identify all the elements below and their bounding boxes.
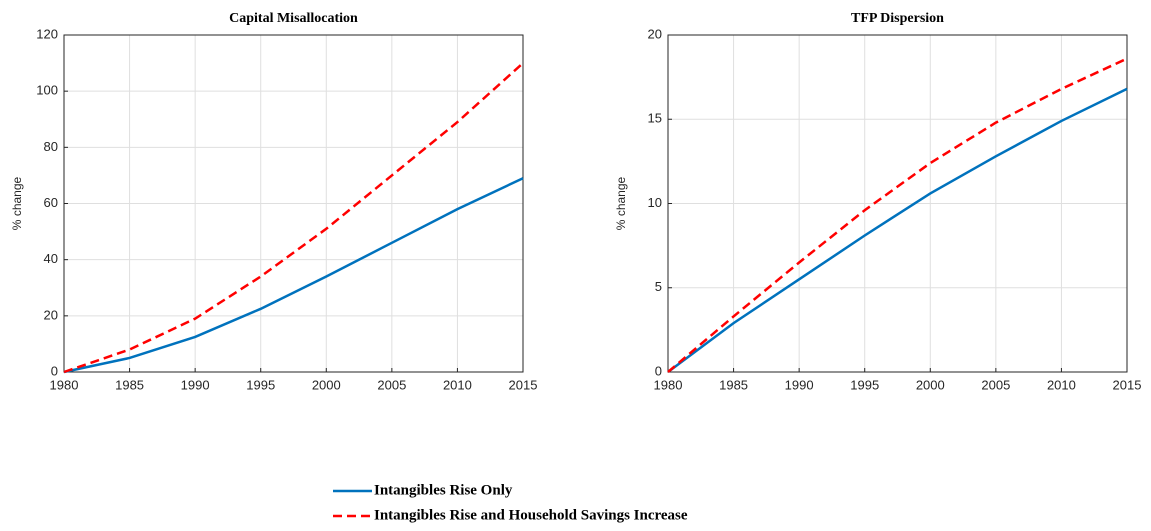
y-tick-label: 40 [44, 251, 58, 266]
data-line [63, 177, 524, 374]
data-line [667, 87, 1128, 374]
chart-title: TFP Dispersion [851, 11, 944, 26]
x-tick-label: 1995 [246, 377, 275, 392]
y-tick-label: 120 [36, 26, 58, 41]
axes-box [63, 34, 524, 373]
x-tick-label: 1980 [50, 377, 79, 392]
axes-box [667, 34, 1128, 373]
x-tick-label: 1980 [654, 377, 683, 392]
y-axis-label: % change [10, 176, 24, 230]
y-tick-label: 20 [648, 26, 662, 41]
chart-title: Capital Misallocation [229, 11, 358, 26]
x-tick-label: 2015 [509, 377, 538, 392]
y-tick-label: 15 [648, 111, 662, 126]
x-tick-label: 1990 [181, 377, 210, 392]
legend-label: Intangibles Rise and Household Savings I… [374, 507, 688, 523]
y-tick-label: 0 [655, 363, 662, 378]
y-tick-label: 10 [648, 195, 662, 210]
y-tick-label: 20 [44, 307, 58, 322]
x-tick-label: 1995 [850, 377, 879, 392]
y-tick-label: 5 [655, 279, 662, 294]
x-tick-label: 1990 [785, 377, 814, 392]
y-tick-label: 100 [36, 83, 58, 98]
x-tick-label: 2005 [377, 377, 406, 392]
legend-label: Intangibles Rise Only [374, 482, 513, 498]
x-tick-label: 2005 [981, 377, 1010, 392]
y-tick-label: 0 [51, 363, 58, 378]
x-tick-label: 2010 [1047, 377, 1076, 392]
y-tick-label: 80 [44, 139, 58, 154]
y-tick-label: 60 [44, 195, 58, 210]
data-line [63, 62, 524, 374]
x-tick-label: 2000 [312, 377, 341, 392]
x-tick-label: 1985 [719, 377, 748, 392]
x-tick-label: 1985 [115, 377, 144, 392]
y-axis-label: % change [614, 176, 628, 230]
x-tick-label: 2010 [443, 377, 472, 392]
x-tick-label: 2000 [916, 377, 945, 392]
data-line [667, 57, 1128, 373]
x-tick-label: 2015 [1113, 377, 1142, 392]
